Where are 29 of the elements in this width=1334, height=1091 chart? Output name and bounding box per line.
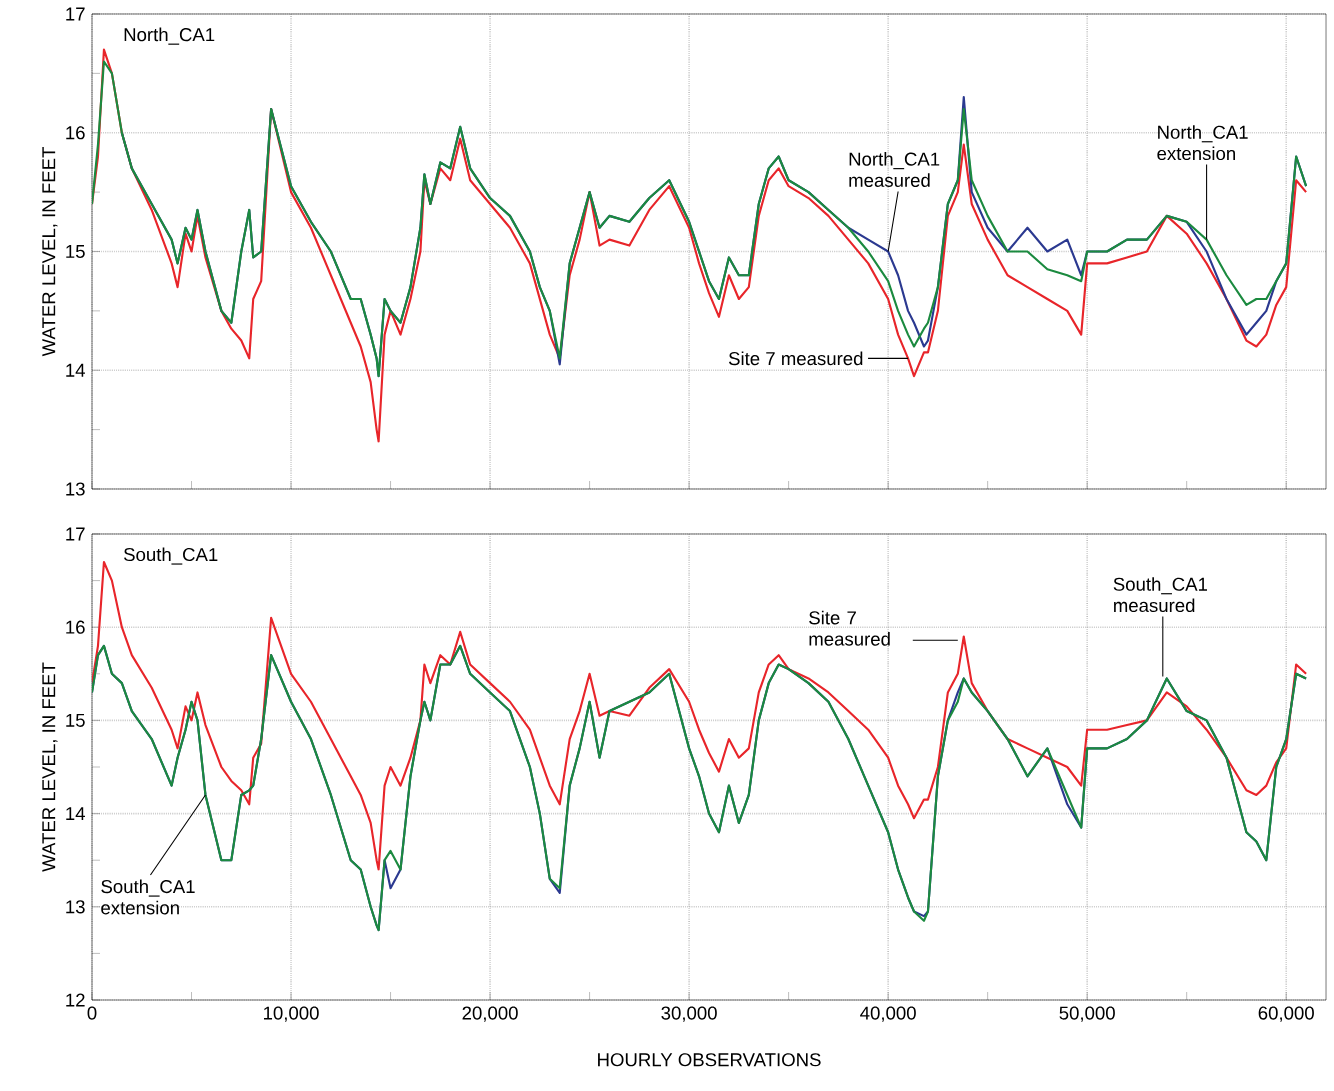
y-tick-label: 16	[66, 620, 85, 634]
x-tick-label: 30,000	[661, 1006, 717, 1022]
x-tick-label: 20,000	[462, 1006, 518, 1022]
annotation: North_CA1 measured	[849, 152, 940, 187]
text: North_CA1	[124, 27, 215, 45]
x-tick-label: 10,000	[264, 1006, 319, 1022]
annotation: Site 7 measured	[728, 351, 863, 366]
y-axis-title: WATER LEVEL, IN FEET	[42, 662, 58, 872]
y-tick-label: 15	[66, 245, 85, 258]
y-axis-title: WATER LEVEL, IN FEET	[42, 147, 58, 357]
y-tick-label: 17	[66, 527, 85, 541]
x-tick-label: 40,000	[860, 1006, 916, 1022]
x-tick-label: 50,000	[1059, 1006, 1115, 1022]
x-tick-label: 0	[87, 1006, 97, 1020]
annotation: South_CA1 extension	[101, 879, 195, 915]
y-tick-label: 13	[66, 900, 85, 914]
annotation: South_CA1 measured	[1113, 577, 1208, 613]
annotation: North_CA1 extension	[1157, 125, 1248, 161]
y-tick-label: 14	[66, 363, 85, 377]
y-tick-label: 15	[66, 713, 85, 727]
y-tick-label: 12	[66, 993, 85, 1007]
x-tick-label: 60,000	[1258, 1006, 1314, 1022]
annotation: Site 7 measured	[809, 610, 890, 646]
x-axis-title: HOURLY OBSERVATIONS	[598, 1053, 821, 1067]
y-tick-label: 13	[66, 482, 85, 496]
y-tick-label: 17	[66, 7, 85, 21]
text: South_CA1	[124, 547, 218, 565]
y-tick-label: 16	[66, 126, 85, 140]
y-tick-label: 14	[66, 807, 85, 820]
